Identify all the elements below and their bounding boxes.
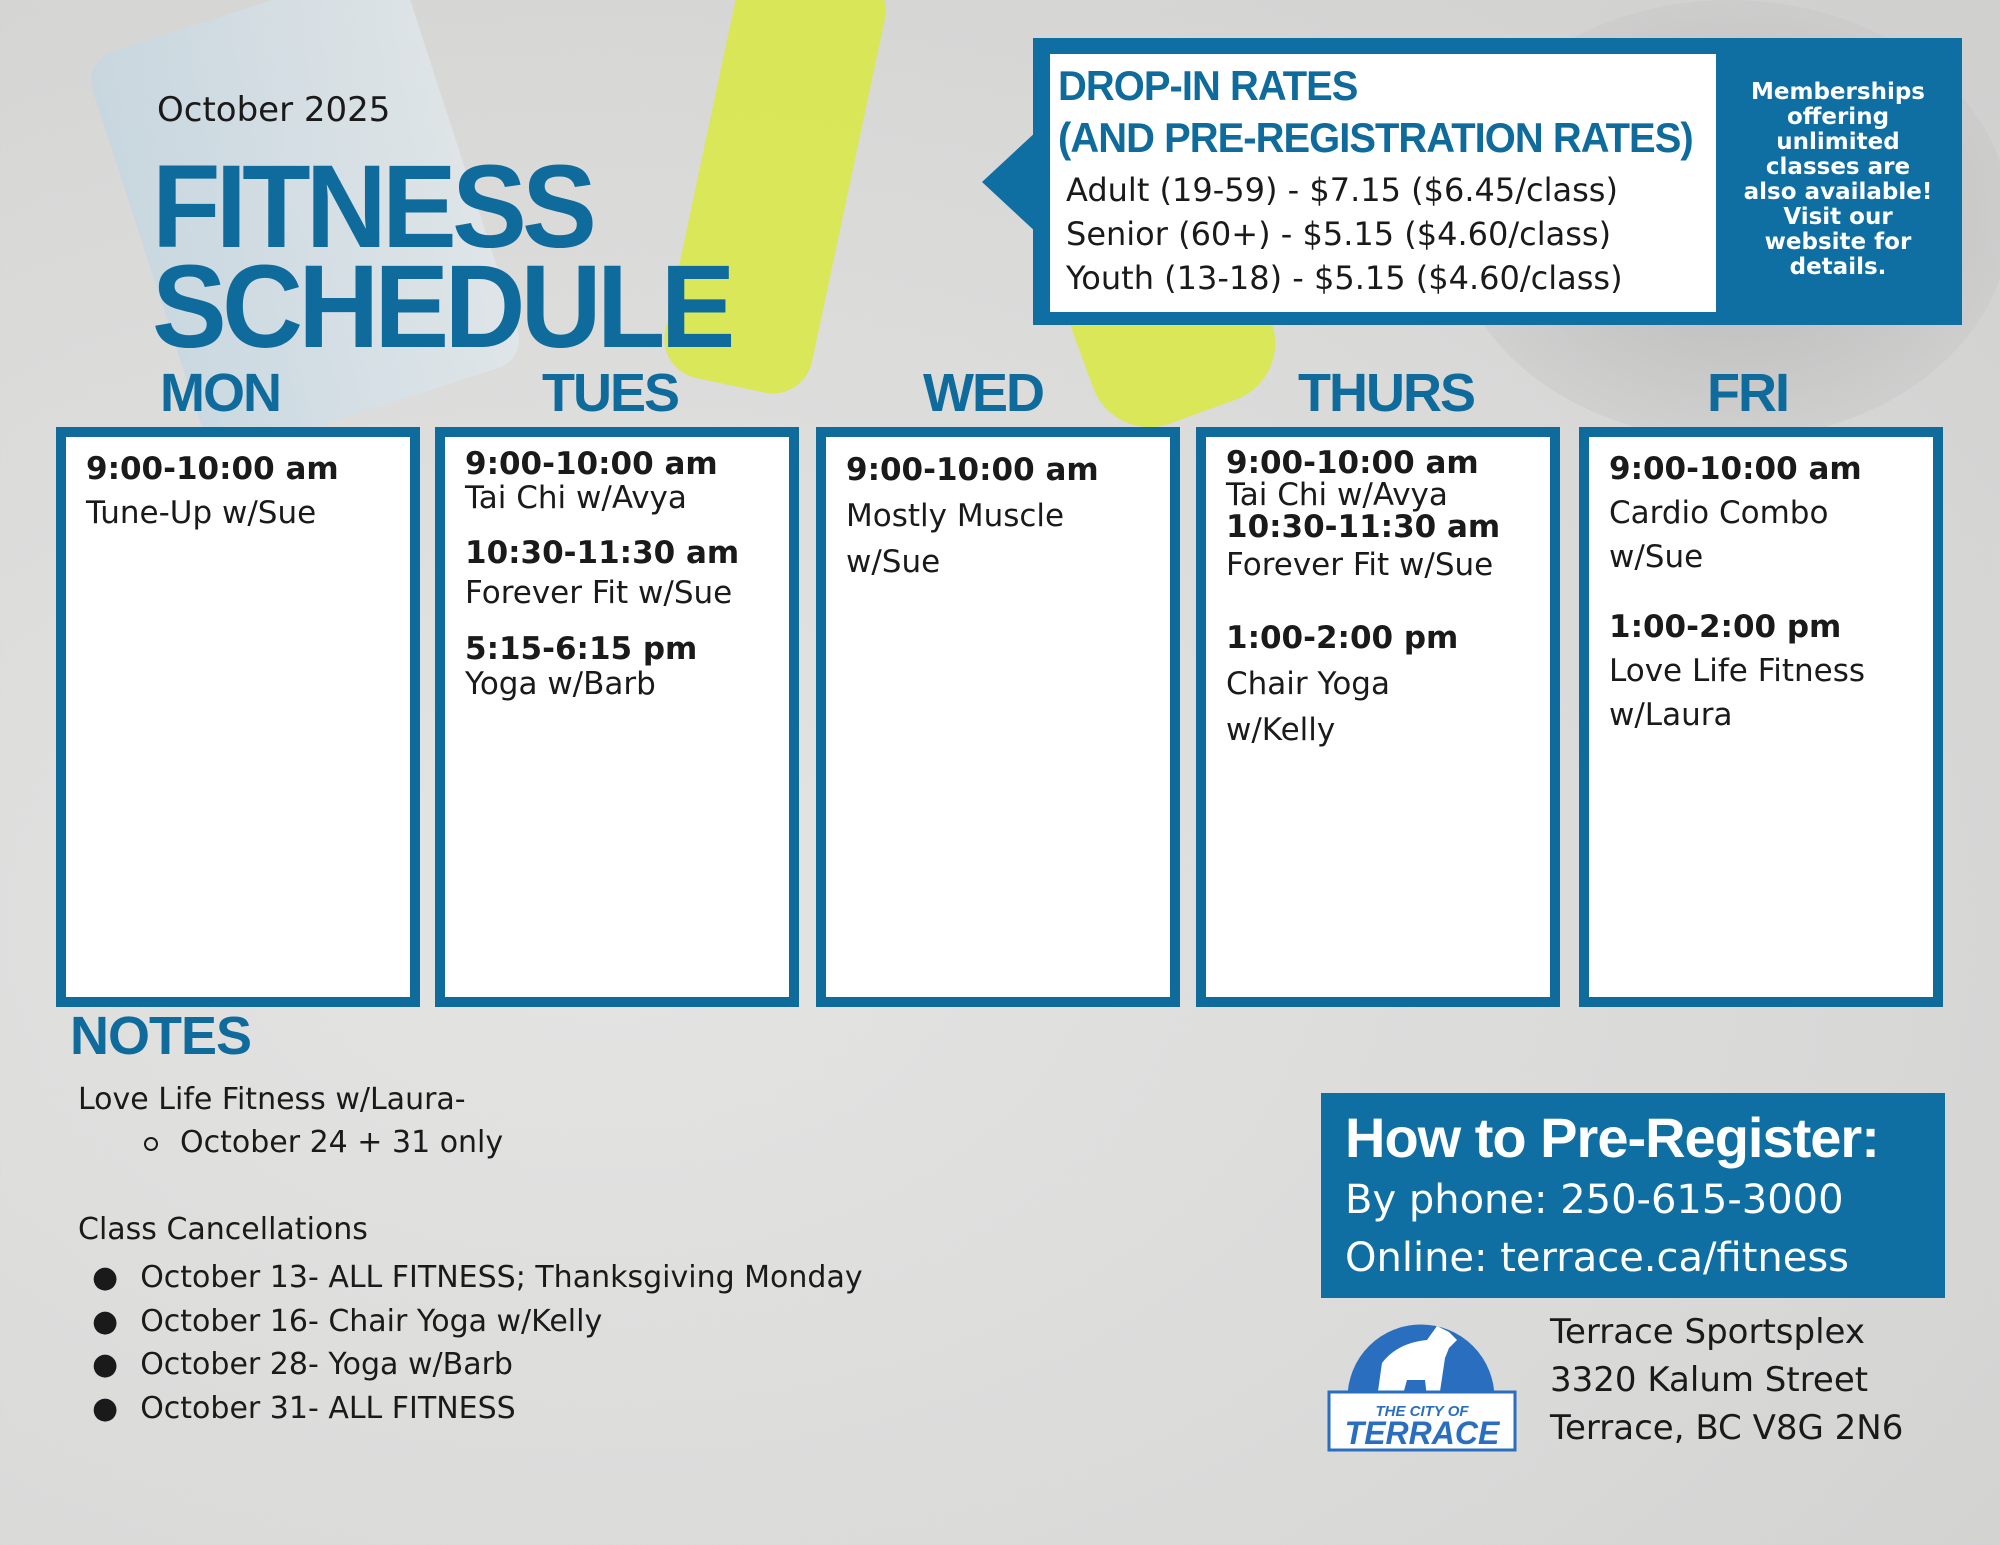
- day-box-mon: 9:00-10:00 am Tune-Up w/Sue: [56, 427, 420, 1007]
- rates-heading: DROP-IN RATES: [1058, 62, 1358, 109]
- rate-adult: Adult (19-59) - $7.15 ($6.45/class): [1066, 171, 1618, 209]
- class-name: Chair Yoga: [1226, 666, 1390, 702]
- day-header-mon: MON: [160, 363, 282, 423]
- membership-line: website for: [1764, 229, 1912, 255]
- cancellation-text: October 31- ALL FITNESS: [140, 1390, 516, 1426]
- preregister-phone[interactable]: By phone: 250-615-3000: [1345, 1177, 1844, 1223]
- class-name: Tune-Up w/Sue: [86, 495, 317, 531]
- bullet-icon: ●: [92, 1260, 119, 1295]
- class-time: 9:00-10:00 am: [1226, 445, 1479, 481]
- cancellation-item: ● October 31- ALL FITNESS: [92, 1387, 863, 1431]
- membership-line: classes are: [1765, 154, 1911, 180]
- class-time: 10:30-11:30 am: [465, 535, 740, 571]
- cancellation-item: ● October 16- Chair Yoga w/Kelly: [92, 1300, 863, 1344]
- bear-logo-icon: THE CITY OF TERRACE: [1327, 1324, 1517, 1452]
- notes-heading: NOTES: [70, 1006, 252, 1066]
- class-name: Cardio Combo: [1609, 495, 1829, 531]
- day-box-thurs: 9:00-10:00 am Tai Chi w/Avya 10:30-11:30…: [1196, 427, 1560, 1007]
- hollow-bullet-icon: [144, 1136, 158, 1151]
- preregister-heading: How to Pre-Register:: [1345, 1106, 1880, 1169]
- rate-youth: Youth (13-18) - $5.15 ($4.60/class): [1066, 259, 1623, 297]
- address-line: 3320 Kalum Street: [1550, 1360, 1869, 1400]
- day-header-wed: WED: [923, 363, 1045, 423]
- address-line: Terrace, BC V8G 2N6: [1550, 1408, 1904, 1448]
- day-box-wed: 9:00-10:00 am Mostly Muscle w/Sue: [816, 427, 1180, 1007]
- class-name: Tai Chi w/Avya: [465, 480, 687, 516]
- class-instructor: w/Sue: [1609, 539, 1704, 575]
- membership-line: also available!: [1743, 179, 1933, 205]
- rate-senior: Senior (60+) - $5.15 ($4.60/class): [1066, 215, 1612, 253]
- page-title-line1: FITNESS: [152, 141, 597, 273]
- day-box-tues: 9:00-10:00 am Tai Chi w/Avya 10:30-11:30…: [435, 427, 799, 1007]
- membership-line: offering: [1786, 104, 1890, 130]
- rates-box: DROP-IN RATES (AND PRE-REGISTRATION RATE…: [1050, 54, 1716, 312]
- day-header-tues: TUES: [542, 363, 680, 423]
- membership-note: Memberships offering unlimited classes a…: [1720, 80, 1956, 280]
- class-name: Forever Fit w/Sue: [1226, 547, 1494, 583]
- cancellation-item: ● October 28- Yoga w/Barb: [92, 1343, 863, 1387]
- note-item: Love Life Fitness w/Laura-: [78, 1082, 466, 1117]
- logo-text-line2: TERRACE: [1345, 1415, 1501, 1451]
- note-subitem: October 24 + 31 only: [144, 1125, 503, 1160]
- bullet-icon: ●: [92, 1303, 119, 1339]
- class-name: Love Life Fitness: [1609, 653, 1866, 689]
- class-time: 9:00-10:00 am: [86, 451, 339, 487]
- membership-line: details.: [1789, 254, 1887, 280]
- preregister-box: How to Pre-Register: By phone: 250-615-3…: [1321, 1093, 1945, 1298]
- preregister-online[interactable]: Online: terrace.ca/fitness: [1345, 1235, 1850, 1281]
- day-header-thurs: THURS: [1298, 363, 1476, 423]
- day-header-fri: FRI: [1707, 363, 1790, 423]
- page-title-line2: SCHEDULE: [152, 241, 735, 373]
- logo-text-line1: THE CITY OF: [1375, 1403, 1469, 1420]
- rates-pointer: [982, 130, 1038, 234]
- cancellations-heading: Class Cancellations: [78, 1212, 368, 1247]
- rates-subheading: (AND PRE-REGISTRATION RATES): [1058, 114, 1694, 161]
- address: Terrace Sportsplex 3320 Kalum Street Ter…: [1550, 1308, 1903, 1452]
- cancellation-text: October 13- ALL FITNESS; Thanksgiving Mo…: [140, 1260, 863, 1295]
- address-line: Terrace Sportsplex: [1550, 1312, 1865, 1352]
- class-time: 5:15-6:15 pm: [465, 631, 698, 667]
- membership-line: Memberships: [1751, 79, 1925, 105]
- class-instructor: w/Sue: [846, 544, 941, 580]
- city-of-terrace-logo: THE CITY OF TERRACE: [1327, 1318, 1517, 1452]
- class-time: 1:00-2:00 pm: [1609, 609, 1842, 645]
- class-time: 9:00-10:00 am: [846, 452, 1099, 488]
- class-time: 9:00-10:00 am: [465, 446, 718, 482]
- cancellations-list: ● October 13- ALL FITNESS; Thanksgiving M…: [92, 1256, 863, 1430]
- cancellation-text: October 16- Chair Yoga w/Kelly: [140, 1303, 603, 1339]
- day-box-fri: 9:00-10:00 am Cardio Combo w/Sue 1:00-2:…: [1579, 427, 1943, 1007]
- cancellation-text: October 28- Yoga w/Barb: [140, 1347, 513, 1382]
- class-instructor: w/Laura: [1609, 697, 1733, 733]
- membership-line: unlimited: [1776, 129, 1900, 155]
- class-time: 9:00-10:00 am: [1609, 451, 1862, 487]
- schedule-month: October 2025: [157, 90, 391, 130]
- cancellation-item: ● October 13- ALL FITNESS; Thanksgiving M…: [92, 1256, 863, 1300]
- membership-line: Visit our: [1783, 204, 1893, 230]
- bullet-icon: ●: [92, 1390, 119, 1426]
- class-name: Forever Fit w/Sue: [465, 575, 733, 611]
- class-time: 10:30-11:30 am: [1226, 509, 1501, 545]
- class-name: Mostly Muscle: [846, 498, 1065, 534]
- note-subitem-text: October 24 + 31 only: [180, 1125, 504, 1160]
- class-name: Tai Chi w/Avya: [1226, 477, 1448, 513]
- bullet-icon: ●: [92, 1347, 119, 1382]
- class-name: Yoga w/Barb: [465, 666, 656, 702]
- class-time: 1:00-2:00 pm: [1226, 620, 1459, 656]
- class-instructor: w/Kelly: [1226, 712, 1336, 748]
